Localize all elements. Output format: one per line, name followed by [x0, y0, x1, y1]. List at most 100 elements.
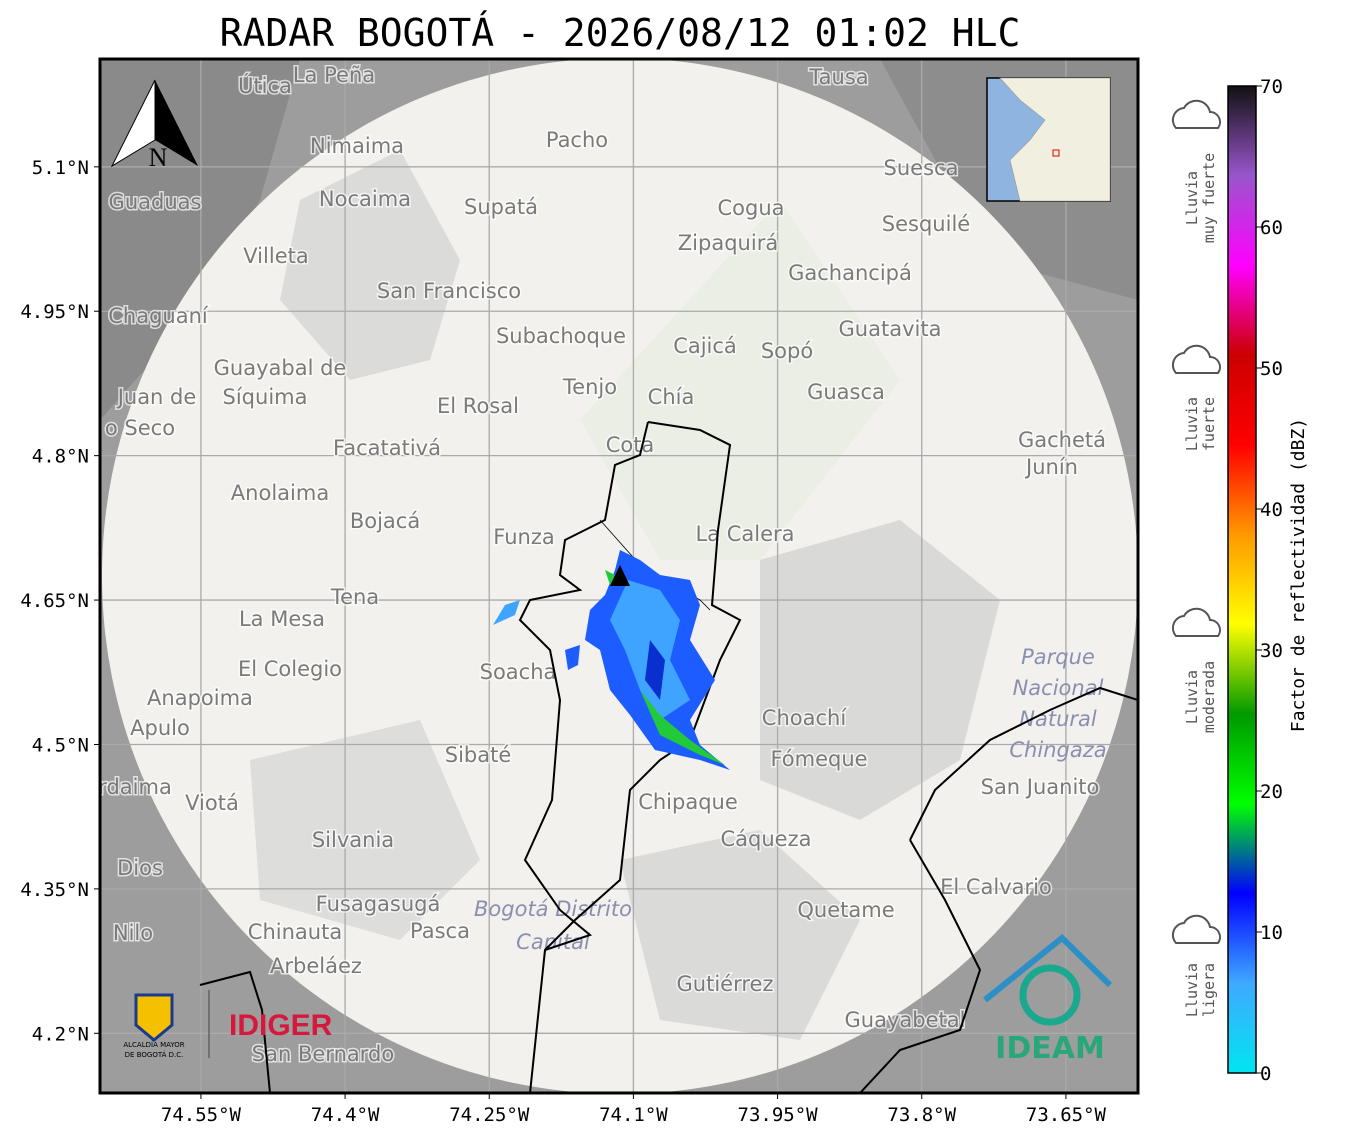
inset-map — [986, 77, 1111, 202]
place-label: Quetame — [797, 898, 894, 922]
boundary — [518, 421, 649, 951]
urban-green — [580, 200, 900, 560]
colorbar — [1227, 85, 1257, 1074]
place-label: Tausa — [808, 65, 868, 89]
place-label: Sesquilé — [882, 212, 970, 236]
colorbar-label: Factor de reflectividad (dBZ) — [1288, 418, 1309, 732]
place-label: Cogua — [717, 196, 784, 220]
colorbar-tick-label: 20 — [1260, 781, 1283, 803]
terrain — [280, 150, 460, 380]
place-label: Apulo — [130, 716, 190, 740]
colorbar-tick-label: 60 — [1260, 217, 1283, 239]
weather-icon — [1171, 99, 1221, 129]
place-label: Nocaima — [319, 187, 411, 211]
place-label: Síquima — [223, 385, 308, 409]
y-tick-label: 4.65°N — [20, 590, 89, 612]
place-label: Guatavita — [839, 317, 942, 341]
place-label: Guayabetal — [845, 1008, 966, 1032]
map-frame — [98, 57, 1140, 1095]
place-label: San Juanito — [981, 775, 1100, 799]
x-tick-label: 74.25°W — [449, 1104, 530, 1126]
place-label: Fómeque — [770, 747, 867, 771]
place-label: La Calera — [695, 522, 794, 546]
weather-icon — [1171, 607, 1221, 637]
y-tick-label: 4.5°N — [32, 734, 89, 756]
place-label: Anolaima — [231, 481, 329, 505]
protected-area-label: Parque — [1021, 645, 1095, 669]
place-label: Guaduas — [109, 190, 202, 214]
radar-echo — [493, 550, 730, 770]
weather-icon — [1171, 344, 1221, 374]
weather-icon — [1171, 914, 1221, 944]
place-label: Cáqueza — [721, 827, 812, 851]
y-tick-label: 4.95°N — [20, 301, 89, 323]
place-label: Cota — [606, 433, 655, 457]
boundary — [909, 686, 1138, 841]
place-label: Supatá — [464, 195, 538, 219]
place-label: Chía — [648, 385, 695, 409]
place-label: Anapoima — [147, 686, 253, 710]
place-label: Junín — [1024, 455, 1078, 479]
y-tick-label: 5.1°N — [32, 157, 89, 179]
x-tick-label: 73.95°W — [738, 1104, 819, 1126]
colorbar-tick-label: 70 — [1260, 76, 1283, 98]
idiger-logo: IDIGER — [229, 1009, 333, 1042]
place-label: Nimaima — [310, 134, 404, 158]
place-label: Cajicá — [673, 334, 737, 358]
place-label: El Colegio — [238, 657, 342, 681]
place-label: Nilo — [113, 921, 153, 945]
x-tick-label: 74.55°W — [161, 1104, 242, 1126]
place-label: Funza — [493, 525, 554, 549]
place-label: Tenjo — [562, 375, 617, 399]
rain-level-label: muy fuerte — [1200, 153, 1218, 243]
ideam-label: IDEAM — [995, 1031, 1105, 1066]
y-tick-label: 4.8°N — [32, 446, 89, 468]
place-label: Suesca — [884, 156, 959, 180]
colorbar-tick-label: 50 — [1260, 358, 1283, 380]
rain-level-label: Lluvia — [1183, 963, 1201, 1017]
x-tick-label: 73.65°W — [1026, 1104, 1107, 1126]
x-tick-label: 74.1°W — [599, 1104, 668, 1126]
place-label: La Mesa — [239, 607, 325, 631]
place-label: Chinauta — [248, 920, 342, 944]
place-label: Pacho — [546, 128, 608, 152]
place-label: Chaguaní — [108, 304, 209, 328]
alcaldia-logo: ALCALDÍA MAYOR DE BOGOTÁ D.C. IDIGER — [123, 990, 333, 1059]
north-arrow: N — [110, 79, 198, 172]
north-label: N — [149, 143, 168, 172]
terrain — [620, 830, 860, 1040]
place-label: Gachetá — [1018, 428, 1106, 452]
place-label: Choachí — [762, 706, 848, 730]
place-label: Sopó — [761, 339, 813, 363]
rain-level-label: Lluvia — [1183, 397, 1201, 451]
rain-level-label: Lluvia — [1183, 171, 1201, 225]
y-tick-label: 4.35°N — [20, 879, 89, 901]
title: RADAR BOGOTÁ - 2026/08/12 01:02 HLC — [220, 11, 1021, 55]
place-label: Arbeláez — [270, 954, 362, 978]
place-label: Útica — [238, 73, 292, 98]
place-label: Guayabal de — [214, 356, 347, 380]
place-label: Gachancipá — [788, 261, 912, 285]
protected-area-label: Nacional — [1013, 676, 1104, 700]
place-label: o Seco — [105, 416, 175, 440]
x-tick-label: 73.8°W — [887, 1104, 956, 1126]
place-label: Zipaquirá — [678, 231, 778, 255]
protected-area-label: Chingaza — [1009, 738, 1106, 762]
terrain — [100, 59, 300, 420]
place-label: Fusagasugá — [316, 892, 441, 916]
place-label: Tena — [330, 585, 379, 609]
terrain — [250, 720, 480, 940]
rain-level-label: ligera — [1200, 963, 1218, 1017]
y-tick-label: 4.2°N — [32, 1023, 89, 1045]
boundary — [199, 970, 271, 1093]
rain-level-label: moderada — [1200, 661, 1218, 733]
place-label: Sibaté — [445, 743, 512, 767]
place-label: El Rosal — [437, 394, 519, 418]
place-label: Villeta — [243, 244, 308, 268]
place-label: Guasca — [807, 380, 885, 404]
place-label: San Bernardo — [252, 1042, 394, 1066]
alcaldia-label: DE BOGOTÁ D.C. — [125, 1050, 184, 1059]
place-label: rdaima — [98, 775, 172, 799]
